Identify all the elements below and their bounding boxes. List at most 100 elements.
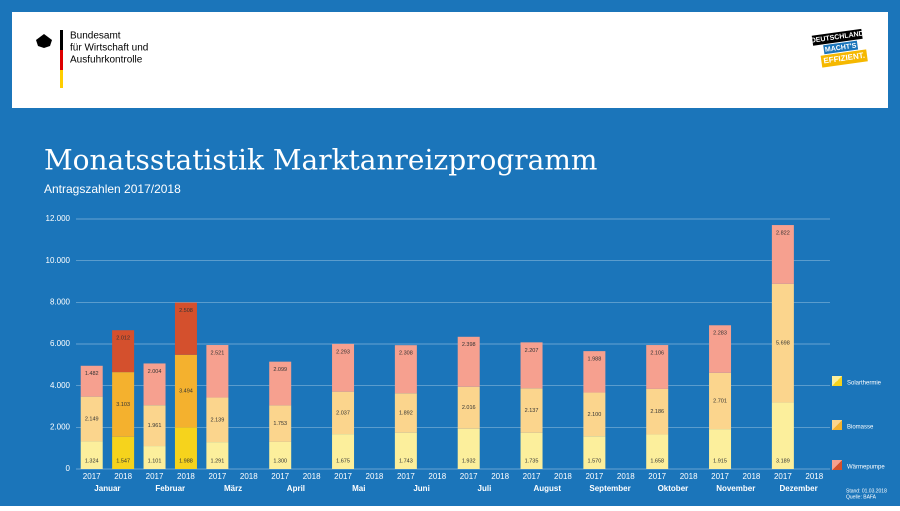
bar-segment	[80, 365, 103, 397]
flag-stripe	[60, 50, 63, 70]
agency-name: für Wirtschaft und	[70, 43, 148, 54]
bar-segment	[112, 436, 135, 469]
value-label: 2.139	[210, 417, 224, 423]
logo-box	[811, 28, 863, 46]
value-label: 5.698	[776, 341, 790, 347]
x-group-label: Oktober	[658, 484, 689, 493]
x-tick-label: 2018	[743, 472, 761, 481]
bar-segment	[394, 345, 417, 394]
bar-segment	[206, 442, 229, 469]
value-label: 1.735	[525, 458, 539, 464]
bar-segment	[709, 372, 732, 430]
agency-name: Bundesamt	[70, 31, 121, 42]
x-tick-label: 2018	[491, 472, 509, 481]
bar-segment	[332, 343, 355, 392]
flag-stripe	[60, 30, 63, 50]
bar-segment	[174, 427, 197, 469]
legend-swatch	[832, 376, 842, 386]
value-label: 2.308	[399, 351, 413, 357]
bar-segment	[457, 386, 480, 429]
x-tick-label: 2017	[711, 472, 729, 481]
value-label: 1.658	[650, 458, 664, 464]
x-group-label: Juli	[478, 484, 492, 493]
x-tick-label: 2018	[617, 472, 635, 481]
chart-subtitle: Antragszahlen 2017/2018	[44, 182, 181, 196]
value-label: 1.961	[148, 423, 162, 429]
value-label: 1.988	[587, 357, 601, 363]
value-label: 2.100	[587, 412, 601, 418]
value-label: 2.398	[462, 342, 476, 348]
bar-segment	[771, 283, 794, 403]
x-group-label: Juni	[413, 484, 429, 493]
campaign-logo: DEUTSCHLAND MACHT'S EFFIZIENT.	[810, 28, 868, 68]
value-label: 2.099	[273, 367, 287, 373]
value-label: 1.300	[273, 458, 287, 464]
x-tick-label: 2018	[428, 472, 446, 481]
value-label: 2.207	[525, 348, 539, 354]
x-group-label: August	[533, 484, 561, 493]
bar-segment	[174, 354, 197, 428]
value-label: 2.016	[462, 405, 476, 411]
x-tick-label: 2018	[240, 472, 258, 481]
bar-segment	[709, 325, 732, 373]
x-tick-label: 2017	[146, 472, 164, 481]
x-group-label: Mai	[352, 484, 365, 493]
chart-title: Monatsstatistik Marktanreizprogramm	[44, 144, 597, 177]
x-tick-label: 2018	[303, 472, 321, 481]
value-label: 1.932	[462, 458, 476, 464]
value-label: 2.283	[713, 331, 727, 337]
value-label: 2.004	[148, 369, 162, 375]
value-label: 2.186	[650, 409, 664, 415]
value-label: 3.189	[776, 458, 790, 464]
bar-segment	[143, 405, 166, 447]
value-label: 2.106	[650, 350, 664, 356]
bar-segment	[583, 392, 606, 437]
x-tick-label: 2017	[648, 472, 666, 481]
value-label: 1.482	[85, 371, 99, 377]
legend-swatch	[832, 460, 842, 470]
bar-segment	[269, 405, 292, 442]
x-tick-label: 2017	[83, 472, 101, 481]
value-label: 2.012	[116, 336, 130, 342]
value-label: 1.324	[85, 458, 99, 464]
bar-segment	[80, 396, 103, 442]
agency-name: Ausfuhrkontrolle	[70, 55, 143, 66]
bar-segment	[269, 441, 292, 469]
y-tick-label: 0	[66, 464, 71, 473]
bar-segment	[520, 432, 543, 469]
bar-segment	[771, 225, 794, 284]
value-label: 2.822	[776, 231, 790, 237]
y-tick-label: 6.000	[50, 339, 71, 348]
bar-segment	[143, 446, 166, 469]
x-tick-label: 2017	[523, 472, 541, 481]
x-tick-label: 2017	[774, 472, 792, 481]
x-tick-label: 2018	[114, 472, 132, 481]
x-tick-label: 2017	[585, 472, 603, 481]
eagle-icon	[36, 34, 52, 48]
bar-segment	[332, 434, 355, 469]
bar-segment	[112, 330, 135, 373]
value-label: 1.892	[399, 410, 413, 416]
value-label: 1.753	[273, 421, 287, 427]
footnote: Stand: 01.03.2018	[846, 488, 887, 494]
x-tick-label: 2017	[271, 472, 289, 481]
bar-segment	[646, 434, 669, 469]
flag-stripe	[60, 70, 63, 88]
bar-segment	[206, 397, 229, 443]
legend-label: Biomasse	[847, 425, 874, 431]
x-tick-label: 2017	[460, 472, 478, 481]
bar-segment	[80, 441, 103, 469]
bar-segment	[646, 388, 669, 435]
bar-segment	[394, 393, 417, 433]
value-label: 2.137	[525, 408, 539, 414]
y-tick-label: 12.000	[46, 214, 71, 223]
bar-segment	[332, 391, 355, 435]
value-label: 2.037	[336, 410, 350, 416]
legend-swatch	[832, 420, 842, 430]
footnote: Quelle: BAFA	[846, 494, 877, 500]
x-group-label: November	[716, 484, 755, 493]
bar-segment	[457, 336, 480, 387]
x-tick-label: 2018	[805, 472, 823, 481]
x-group-label: März	[224, 484, 242, 493]
header-bar	[12, 12, 888, 108]
